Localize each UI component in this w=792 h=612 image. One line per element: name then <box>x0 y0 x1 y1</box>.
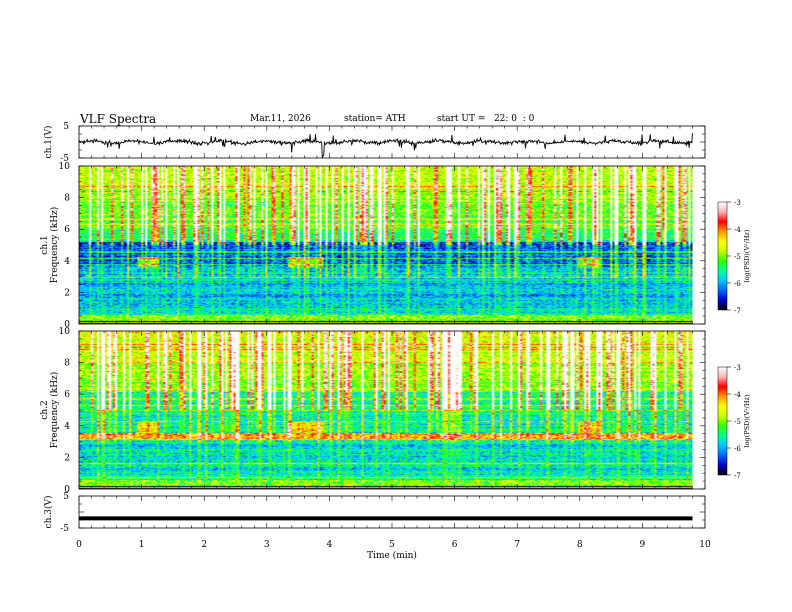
start-ut-label: start UT = 22: 0 : 0 <box>437 114 535 124</box>
frequency-tick-label: 8 <box>64 359 70 369</box>
ch1-waveform-ylabel: ch.1(V) <box>43 126 54 159</box>
frequency-tick-label: 6 <box>64 390 70 400</box>
time-tick-label: 0 <box>76 540 82 550</box>
frequency-tick-label: 4 <box>64 257 70 267</box>
colorbar-tick-label: -3 <box>734 364 741 372</box>
time-tick-label: 10 <box>699 540 711 550</box>
colorbar-tick-label: -4 <box>734 391 741 399</box>
ch3-waveform-panel: 5 -5 ch.3(V) 0 1 2 3 4 5 6 7 8 9 10 Time (min) <box>43 492 711 561</box>
colorbar-tick-label: -3 <box>734 199 741 207</box>
time-tick-label: 3 <box>264 540 270 550</box>
ch1-waveform-panel: 5 -5 ch.1(V) <box>43 122 706 164</box>
ch2-colorbar-scale <box>717 366 728 476</box>
ch2-colorbar-label: log(PSD)(V²/Hz) <box>743 394 751 447</box>
time-tick-label: 5 <box>389 540 395 550</box>
colorbar-tick-label: -7 <box>734 472 741 480</box>
frequency-tick-label: 10 <box>59 162 71 172</box>
ch1-spectrogram-channel-label: ch.1 <box>40 235 50 254</box>
ch2-spectrogram-panel: 0 2 4 6 8 10 ch.2 Frequency (kHz) <box>40 327 706 495</box>
colorbar-tick-label: -6 <box>734 445 741 453</box>
ch1-spectrogram-ylabel: Frequency (kHz) <box>49 207 60 284</box>
frequency-tick-label: 0 <box>64 320 70 330</box>
ch3-waveform-ylabel: ch.3(V) <box>43 496 54 529</box>
ch2-spectrogram-ylabel: Frequency (kHz) <box>49 372 60 449</box>
ch1-colorbar: -3 -4 -5 -6 -7 log(PSD)(V²/Hz) <box>717 199 751 315</box>
colorbar-tick-label: -6 <box>734 280 741 288</box>
ch1-ytick-bottom: -5 <box>60 154 69 164</box>
time-axis-label: Time (min) <box>367 550 417 561</box>
frequency-tick-label: 2 <box>64 288 70 298</box>
colorbar-tick-label: -7 <box>734 307 741 315</box>
ch1-spectrogram-image <box>79 166 693 324</box>
time-tick-label: 1 <box>139 540 145 550</box>
ch1-colorbar-scale <box>717 201 728 311</box>
ch1-waveform-trace <box>79 133 693 158</box>
time-tick-label: 6 <box>452 540 458 550</box>
time-tick-label: 9 <box>640 540 646 550</box>
ch1-spectrogram-panel: 0 2 4 6 8 10 ch.1 Frequency (kHz) <box>40 162 706 330</box>
station-label: station= ATH <box>344 114 406 124</box>
time-tick-label: 7 <box>514 540 520 550</box>
frequency-tick-label: 0 <box>64 485 70 495</box>
frequency-tick-label: 10 <box>59 327 71 337</box>
ch3-ytick-top: 5 <box>63 492 69 502</box>
ch3-ytick-bottom: -5 <box>60 524 69 534</box>
frequency-tick-label: 6 <box>64 225 70 235</box>
ch1-colorbar-label: log(PSD)(V²/Hz) <box>743 229 751 282</box>
ch2-colorbar: -3 -4 -5 -6 -7 log(PSD)(V²/Hz) <box>717 364 751 480</box>
colorbar-tick-label: -5 <box>734 418 741 426</box>
colorbar-tick-label: -5 <box>734 253 741 261</box>
ch2-spectrogram-channel-label: ch.2 <box>40 400 50 419</box>
frequency-tick-label: 8 <box>64 194 70 204</box>
frequency-tick-label: 4 <box>64 422 70 432</box>
time-tick-label: 4 <box>327 540 333 550</box>
ch2-spectrogram-image <box>79 331 693 489</box>
time-tick-label: 8 <box>577 540 583 550</box>
figure-title: VLF Spectra <box>80 112 157 126</box>
frequency-tick-label: 2 <box>64 453 70 463</box>
time-tick-label: 2 <box>201 540 207 550</box>
date-label: Mar.11, 2026 <box>250 114 311 124</box>
ch1-ytick-top: 5 <box>63 122 69 132</box>
colorbar-tick-label: -4 <box>734 226 741 234</box>
